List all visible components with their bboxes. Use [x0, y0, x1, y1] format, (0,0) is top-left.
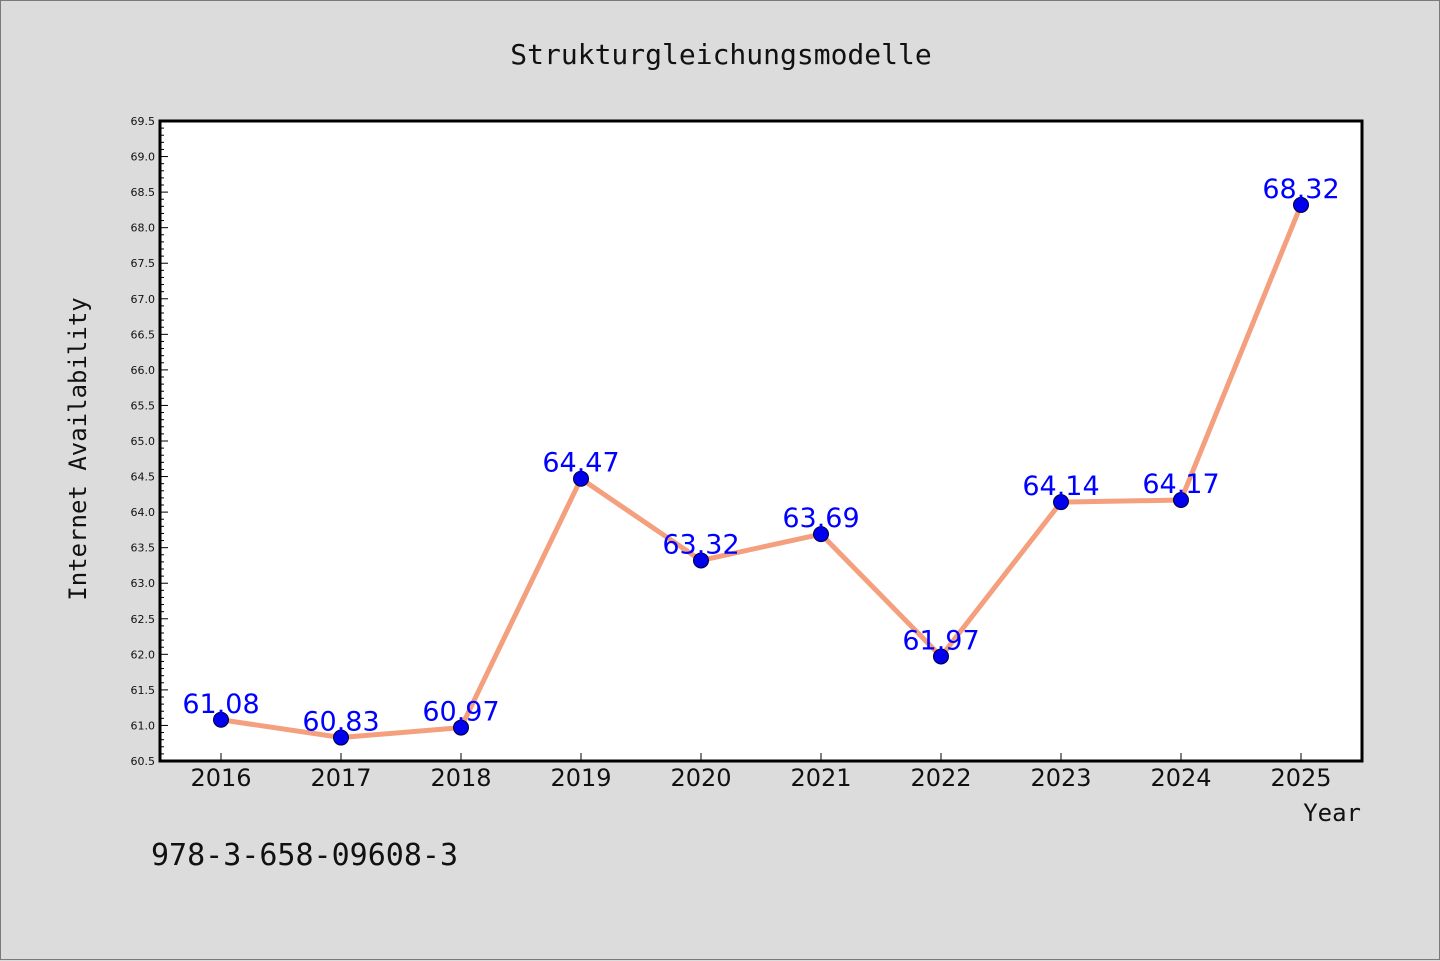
y-tick-label: 62.5 [131, 613, 156, 626]
y-tick-label: 69.5 [131, 115, 156, 128]
data-label: 60.83 [302, 707, 379, 738]
y-tick-label: 60.5 [131, 755, 156, 768]
x-tick-label: 2023 [1030, 764, 1091, 792]
data-point [933, 648, 949, 665]
y-axis: 60.5 61.0 61.5 62.0 62.5 63.0 63.5 64.0 64.5 65.0… [131, 115, 168, 768]
data-point [333, 729, 349, 746]
data-label: 61.08 [182, 689, 259, 720]
y-tick-label: 61.5 [131, 684, 156, 697]
y-tick-label: 68.0 [131, 222, 156, 235]
x-axis: 2016 2017 2018 2019 2020 2021 2022 2023 2024 2025 [190, 753, 1332, 792]
y-tick-label: 61.0 [131, 719, 156, 732]
data-label: 64.14 [1022, 471, 1099, 502]
x-tick-label: 2018 [430, 764, 491, 792]
x-tick-label: 2017 [310, 764, 371, 792]
data-markers [213, 196, 1309, 746]
data-point [573, 470, 589, 487]
y-tick-label: 69.0 [131, 151, 156, 164]
data-label: 64.47 [542, 448, 619, 479]
data-point [1053, 494, 1069, 511]
x-tick-label: 2016 [190, 764, 251, 792]
x-axis-label: Year [1303, 799, 1361, 827]
x-tick-label: 2019 [550, 764, 611, 792]
chart-title: Strukturgleichungsmodelle [510, 38, 931, 71]
data-label: 63.69 [782, 503, 859, 534]
y-tick-label: 64.0 [131, 506, 156, 519]
plot-area [158, 119, 1364, 763]
y-tick-label: 68.5 [131, 186, 156, 199]
data-label: 63.32 [662, 529, 739, 560]
data-label: 64.17 [1142, 469, 1219, 500]
y-tick-label: 65.0 [131, 435, 156, 448]
data-point [1173, 492, 1189, 509]
data-point [213, 711, 229, 728]
isbn-footer: 978-3-658-09608-3 [151, 838, 458, 873]
data-point [453, 719, 469, 736]
y-tick-label: 67.0 [131, 293, 156, 306]
x-tick-label: 2021 [790, 764, 851, 792]
x-tick-label: 2024 [1150, 764, 1211, 792]
data-label: 61.97 [902, 625, 979, 656]
y-tick-label: 65.5 [131, 399, 156, 412]
y-tick-label: 63.0 [131, 577, 156, 590]
data-point [693, 552, 709, 569]
data-point [813, 526, 829, 543]
y-tick-label: 67.5 [131, 257, 156, 270]
data-point [1293, 196, 1309, 213]
y-tick-label: 62.0 [131, 648, 156, 661]
data-label: 60.97 [422, 697, 499, 728]
y-tick-label: 66.0 [131, 364, 156, 377]
data-labels: 61.08 60.83 60.97 64.47 63.32 63.69 61.97 64.14… [182, 174, 1339, 738]
y-tick-label: 64.5 [131, 471, 156, 484]
data-label: 68.32 [1262, 174, 1339, 205]
x-tick-label: 2022 [910, 764, 971, 792]
x-tick-label: 2020 [670, 764, 731, 792]
y-axis-label: Internet Availability [64, 297, 92, 600]
y-tick-label: 66.5 [131, 328, 156, 341]
series-line [218, 202, 1304, 741]
x-tick-label: 2025 [1270, 764, 1331, 792]
y-tick-label: 63.5 [131, 542, 156, 555]
